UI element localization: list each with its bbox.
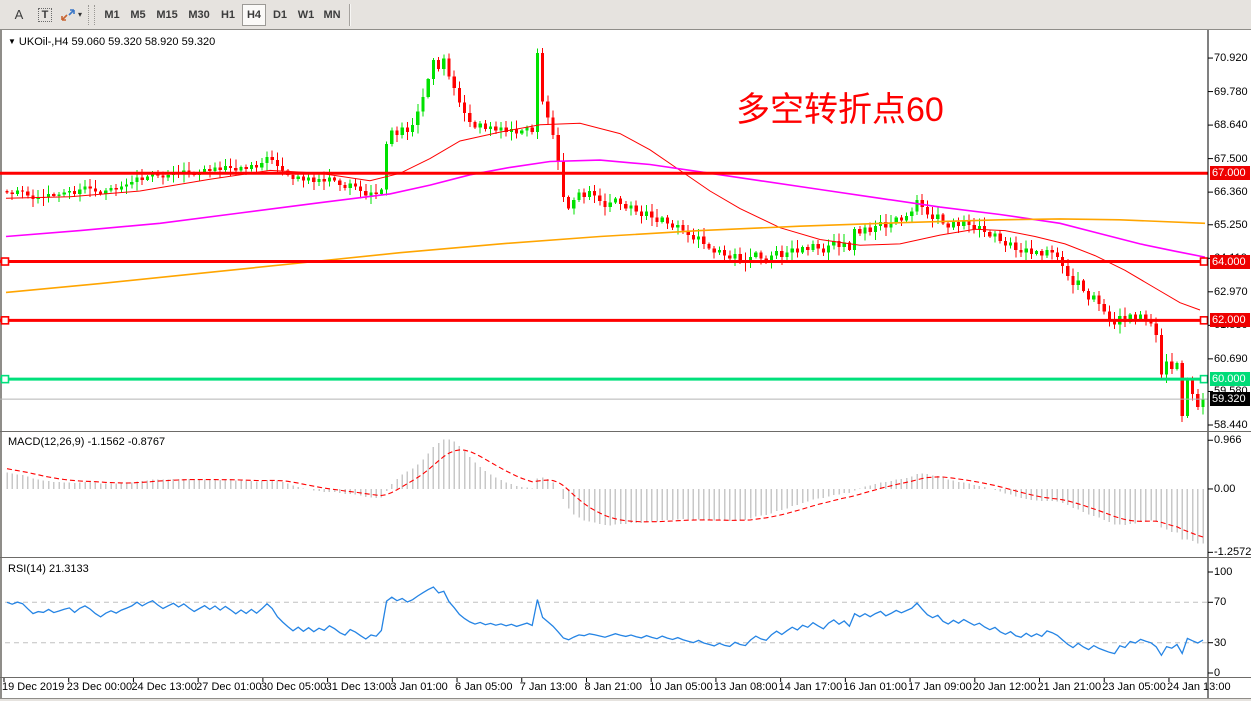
- ma-fast-red[interactable]: [5, 122, 1201, 311]
- rsi-line: [6, 586, 1204, 657]
- date-label: 31 Dec 13:00: [325, 681, 392, 693]
- date-label: 10 Jan 05:00: [649, 681, 713, 693]
- price-tick-58.440: 58.440: [1214, 419, 1248, 431]
- hline-handle[interactable]: [0, 316, 10, 325]
- date-label: 23 Jan 05:00: [1102, 681, 1166, 693]
- toolbar-separator: [349, 3, 352, 26]
- arrows-icon: [61, 8, 75, 21]
- price-badge-67.000: 67.000: [1210, 166, 1250, 181]
- chart-background: [0, 30, 1251, 701]
- ma-mid-magenta[interactable]: [5, 159, 1206, 258]
- price-tick-67.500: 67.500: [1214, 152, 1248, 165]
- hline-handle[interactable]: [1199, 257, 1209, 266]
- macd-histogram: [6, 439, 1204, 544]
- date-label: 17 Jan 09:00: [908, 681, 972, 693]
- chart-title: ▼ UKOil-,H4 59.060 59.320 58.920 59.320: [8, 36, 215, 48]
- price-badge-60.000: 60.000: [1210, 372, 1250, 387]
- date-label: 7 Jan 13:00: [519, 681, 578, 693]
- hline-handle[interactable]: [0, 257, 10, 266]
- panel-separator[interactable]: [0, 431, 1251, 432]
- annotation-text-object[interactable]: 多空转折点60: [736, 91, 944, 129]
- date-label: 27 Dec 01:00: [196, 681, 262, 693]
- hline-handle[interactable]: [1199, 374, 1209, 384]
- panel-separator[interactable]: [0, 557, 1251, 558]
- rsi-indicator-label: RSI(14) 21.3133: [8, 563, 89, 575]
- date-label: 13 Jan 08:00: [713, 681, 778, 693]
- timeframe-button-m30[interactable]: M30: [188, 8, 210, 21]
- chart-title-text: UKOil-,H4 59.060 59.320 58.920 59.320: [18, 36, 216, 48]
- date-label: 3 Jan 01:00: [390, 681, 448, 693]
- arrows-tool-dropdown[interactable]: ▾: [59, 4, 83, 26]
- date-label: 14 Jan 17:00: [778, 681, 843, 693]
- date-label: 16 Jan 01:00: [843, 681, 907, 693]
- date-label: 24 Dec 13:00: [131, 681, 197, 693]
- date-label: 23 Dec 00:00: [66, 681, 133, 693]
- date-label: 30 Dec 05:00: [260, 681, 327, 693]
- candlesticks: [5, 47, 1205, 422]
- timeframe-button-h1[interactable]: H1: [220, 8, 236, 21]
- price-tick-68.640: 68.640: [1214, 119, 1248, 132]
- date-label: 8 Jan 21:00: [584, 681, 642, 693]
- timeframe-button-d1[interactable]: D1: [272, 8, 288, 21]
- macd-tick-0.00: 0.00: [1214, 482, 1236, 495]
- rsi-tick-0: 0: [1214, 667, 1221, 679]
- rsi-tick-100: 100: [1214, 566, 1233, 578]
- date-label: 19 Dec 2019: [2, 681, 65, 693]
- timeframe-button-h4[interactable]: H4: [242, 3, 267, 26]
- current-price-badge: 59.320: [1210, 392, 1250, 407]
- font-tool-button[interactable]: A: [14, 7, 24, 22]
- symbol-dropdown-arrow-icon[interactable]: ▼: [8, 37, 16, 46]
- timeframe-button-m1[interactable]: M1: [104, 8, 120, 21]
- text-icon: T: [37, 7, 53, 22]
- rsi-tick-70: 70: [1214, 596, 1227, 609]
- macd-signal-line: [6, 449, 1204, 538]
- timeframe-button-w1[interactable]: W1: [297, 8, 315, 21]
- price-tick-65.250: 65.250: [1214, 218, 1248, 231]
- ma-slow-orange[interactable]: [5, 218, 1206, 294]
- price-tick-60.690: 60.690: [1214, 352, 1248, 365]
- window-bottom-edge: [0, 698, 1251, 701]
- price-tick-62.970: 62.970: [1214, 285, 1248, 298]
- date-label: 21 Jan 21:00: [1037, 681, 1102, 693]
- macd-tick--1.2572: -1.2572: [1214, 546, 1251, 559]
- date-label: 20 Jan 12:00: [972, 681, 1037, 693]
- toolbar-grip[interactable]: [88, 4, 96, 25]
- rsi-tick-30: 30: [1214, 636, 1227, 649]
- timeframe-buttons: M1 M5 M15 M30 H1 H4 D1 W1 MN: [99, 3, 345, 26]
- chevron-down-icon: ▾: [78, 10, 83, 19]
- hline-handle[interactable]: [0, 374, 10, 384]
- macd-indicator-label: MACD(12,26,9) -1.1562 -0.8767: [8, 436, 166, 448]
- price-badge-64.000: 64.000: [1210, 254, 1250, 269]
- price-tick-69.780: 69.780: [1214, 85, 1248, 98]
- macd-tick-0.966: 0.966: [1214, 434, 1242, 447]
- price-tick-70.920: 70.920: [1214, 52, 1248, 65]
- timeframe-button-m15[interactable]: M15: [156, 8, 178, 21]
- timeframe-button-mn[interactable]: MN: [323, 8, 341, 21]
- date-label: 24 Jan 13:00: [1166, 681, 1231, 693]
- price-badge-62.000: 62.000: [1210, 313, 1250, 328]
- toolbar: A T ▾ M1 M5 M15 M30 H1 H4 D1 W1 MN: [0, 0, 1251, 30]
- timeframe-button-m5[interactable]: M5: [130, 8, 146, 21]
- date-label: 6 Jan 05:00: [455, 681, 513, 693]
- chart-canvas: [0, 30, 1213, 698]
- text-tool-button[interactable]: T: [33, 4, 57, 26]
- hline-handle[interactable]: [1199, 316, 1209, 325]
- panel-separator: [0, 677, 1251, 678]
- price-tick-66.360: 66.360: [1214, 186, 1248, 199]
